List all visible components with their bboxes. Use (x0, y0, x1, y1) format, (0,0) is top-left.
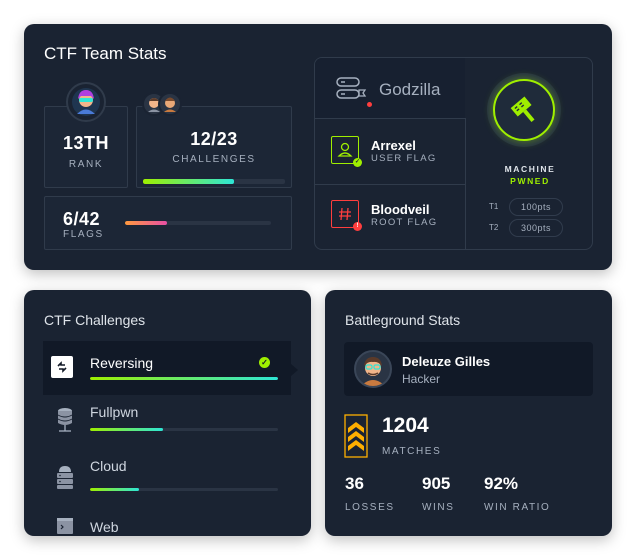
user-flag-player: Arrexel (371, 138, 416, 153)
tier-row-2: T2 300pts (489, 219, 579, 239)
stat-label: LOSSES (345, 502, 395, 513)
player-role: Hacker (402, 372, 441, 386)
divider (465, 118, 466, 249)
matches-label: MATCHES (382, 446, 442, 457)
alert-badge-icon: ! (353, 222, 362, 231)
challenges-value: 12/23 (190, 129, 238, 149)
stat-wins: 905 WINS (422, 474, 455, 513)
root-flag-player: Bloodveil (371, 202, 430, 217)
challenges-card: CTF Challenges Reversing ✓ Fullpwn (24, 290, 311, 536)
card-title: CTF Challenges (44, 312, 146, 328)
user-flag-label: USER FLAG (371, 153, 437, 164)
machine-label: MACHINE (504, 164, 556, 174)
challenge-label: Cloud (90, 458, 127, 474)
status-dot (367, 102, 372, 107)
challenge-label: Fullpwn (90, 404, 139, 420)
tier-points: 100pts (509, 198, 563, 216)
hacker-avatar-icon (72, 88, 100, 116)
stat-value: 905 (422, 474, 451, 493)
matches-value: 1204 (382, 414, 429, 437)
fullpwn-icon-box (51, 405, 79, 435)
cloud-server-icon (57, 466, 73, 489)
hash-icon (339, 207, 351, 221)
server-icon (336, 77, 367, 99)
user-flag-row[interactable]: ✓ Arrexel USER FLAG (331, 136, 459, 168)
challenge-item-web[interactable]: Web (43, 512, 311, 536)
player-name: Deleuze Gilles (402, 354, 491, 369)
challenge-label: Web (90, 519, 119, 535)
browser-code-icon (57, 518, 73, 534)
tier-points: 300pts (509, 219, 563, 237)
user-icon (337, 142, 353, 157)
flags-value: 6/42 (63, 209, 101, 229)
flags-progress-bar (125, 221, 271, 225)
machine-name: Godzilla (379, 80, 441, 99)
flags-label: FLAGS (63, 229, 104, 240)
stat-losses: 36 LOSSES (345, 474, 395, 513)
web-icon-box (51, 514, 79, 536)
tier-label: T1 (489, 202, 499, 211)
flags-box: 6/42 FLAGS (44, 196, 292, 250)
machine-header (315, 58, 465, 118)
stat-label: WINS (422, 502, 455, 513)
machine-logo (487, 73, 561, 147)
stat-value: 92% (484, 474, 519, 493)
pwned-flag-icon (510, 96, 535, 123)
card-title: CTF Team Stats (44, 44, 167, 63)
team-avatar (66, 82, 106, 122)
root-flag-row[interactable]: ! Bloodveil ROOT FLAG (331, 200, 459, 232)
machine-logo-ring (493, 79, 555, 141)
selected-row-pointer (291, 364, 298, 376)
flags-progress-fill (125, 221, 168, 225)
root-flag-label: ROOT FLAG (371, 217, 438, 228)
battleground-card: Battleground Stats Deleuze Gilles Hacker… (325, 290, 612, 536)
user-flag-icon-box: ✓ (331, 136, 362, 167)
divider (315, 184, 465, 185)
machine-status: PWNED (510, 176, 550, 186)
stat-value: 36 (345, 474, 364, 493)
player-avatar-icon (361, 357, 385, 386)
challenge-item-reversing[interactable]: Reversing ✓ (43, 342, 311, 394)
tier-label: T2 (489, 223, 499, 232)
check-badge-icon: ✓ (353, 158, 362, 167)
stat-win-ratio: 92% WIN RATIO (484, 474, 550, 513)
database-icon (57, 408, 73, 432)
challenge-progress-fill (90, 377, 278, 380)
challenge-progress-bar (90, 488, 278, 491)
challenges-label: CHALLENGES (172, 154, 256, 165)
root-flag-icon-box: ! (331, 200, 362, 231)
player-card[interactable]: Deleuze Gilles Hacker (344, 342, 593, 396)
challenges-progress-bar (143, 179, 285, 184)
challenge-item-cloud[interactable]: Cloud (43, 458, 311, 512)
tier-row-1: T1 100pts (489, 198, 579, 218)
challenges-box: 12/23 CHALLENGES (136, 106, 292, 188)
challenge-progress-fill (90, 488, 139, 491)
challenge-progress-bar (90, 428, 278, 431)
completed-check-icon: ✓ (259, 357, 270, 368)
selected-row-bg (43, 341, 291, 395)
reversing-icon (57, 361, 67, 373)
challenge-progress-fill (90, 428, 164, 431)
player-avatar (354, 350, 392, 388)
member-avatar-icon (158, 92, 182, 116)
challenge-progress-bar (90, 377, 278, 380)
rank-label: RANK (68, 159, 104, 170)
card-title: Battleground Stats (345, 312, 461, 328)
team-stats-card: CTF Team Stats 13TH RANK 12/23 CHALLENGE… (24, 24, 612, 270)
challenge-item-fullpwn[interactable]: Fullpwn (43, 395, 311, 447)
reversing-icon-box (51, 356, 73, 378)
challenges-progress-fill (143, 179, 234, 184)
machine-panel: Godzilla ✓ Arrexel USER FLAG ! (314, 57, 593, 250)
member-avatars (142, 92, 184, 116)
stat-label: WIN RATIO (484, 502, 551, 513)
rank-value: 13TH (62, 133, 109, 153)
cloud-icon-box (51, 462, 79, 492)
divider (315, 118, 465, 119)
challenge-label: Reversing (90, 355, 154, 371)
rank-chevron-icon (344, 414, 368, 458)
